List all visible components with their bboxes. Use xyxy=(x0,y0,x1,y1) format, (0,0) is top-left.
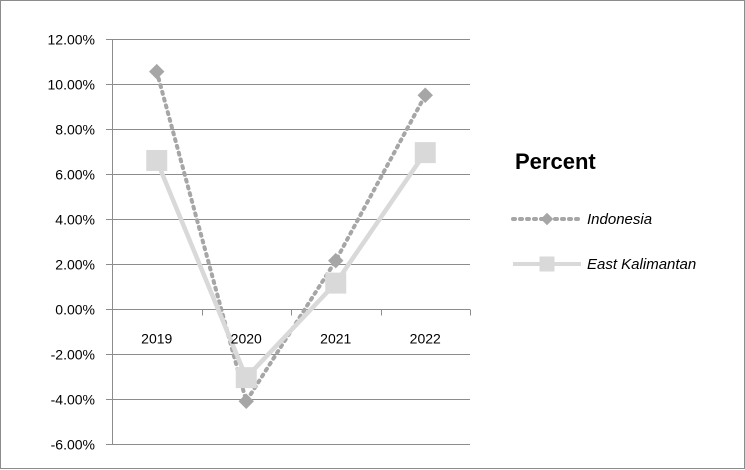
y-tick-label: 6.00% xyxy=(55,167,95,183)
axes xyxy=(112,39,471,444)
y-tick-label: 12.00% xyxy=(48,32,95,48)
series-line xyxy=(154,69,428,404)
legend: Percent Indonesia East Kalimantan xyxy=(511,149,696,273)
data-point-diamond xyxy=(417,87,433,103)
data-point-diamond xyxy=(328,252,344,269)
legend-entry: East Kalimantan xyxy=(513,256,696,273)
data-point-diamond xyxy=(540,212,554,226)
x-axis-tick-labels: 2019 2020 2021 2022 xyxy=(141,331,441,347)
x-tick-label: 2022 xyxy=(410,331,441,347)
series-lines xyxy=(154,69,428,404)
y-tick-label: 4.00% xyxy=(55,212,95,228)
data-point-square xyxy=(325,272,347,294)
data-point-square xyxy=(414,142,436,164)
legend-label: East Kalimantan xyxy=(587,256,696,273)
legend-entry: Indonesia xyxy=(511,211,652,228)
x-tick-label: 2020 xyxy=(231,331,262,347)
legend-label: Indonesia xyxy=(587,211,652,228)
data-point-square xyxy=(539,256,555,272)
y-tick-label: 2.00% xyxy=(55,257,95,273)
legend-title: Percent xyxy=(515,149,596,174)
y-tick-label: -6.00% xyxy=(51,437,95,453)
series-markers xyxy=(146,63,436,409)
x-tick-label: 2019 xyxy=(141,331,172,347)
series-line xyxy=(154,151,428,380)
y-tick-label: 10.00% xyxy=(48,77,95,93)
data-point-square xyxy=(146,150,168,171)
legend-entries: Indonesia East Kalimantan xyxy=(511,211,696,273)
gridlines xyxy=(106,39,470,445)
y-tick-label: 8.00% xyxy=(55,122,95,138)
y-axis-tick-labels: 12.00% 10.00% 8.00% 6.00% 4.00% 2.00% 0.00% -2.… xyxy=(48,32,95,453)
y-tick-label: 0.00% xyxy=(55,302,95,318)
data-point-diamond xyxy=(149,63,165,80)
x-tick-label: 2021 xyxy=(320,331,351,347)
data-point-square xyxy=(235,367,257,389)
y-tick-label: -2.00% xyxy=(51,347,95,363)
data-point-diamond xyxy=(238,393,254,409)
y-tick-label: -4.00% xyxy=(51,392,95,408)
